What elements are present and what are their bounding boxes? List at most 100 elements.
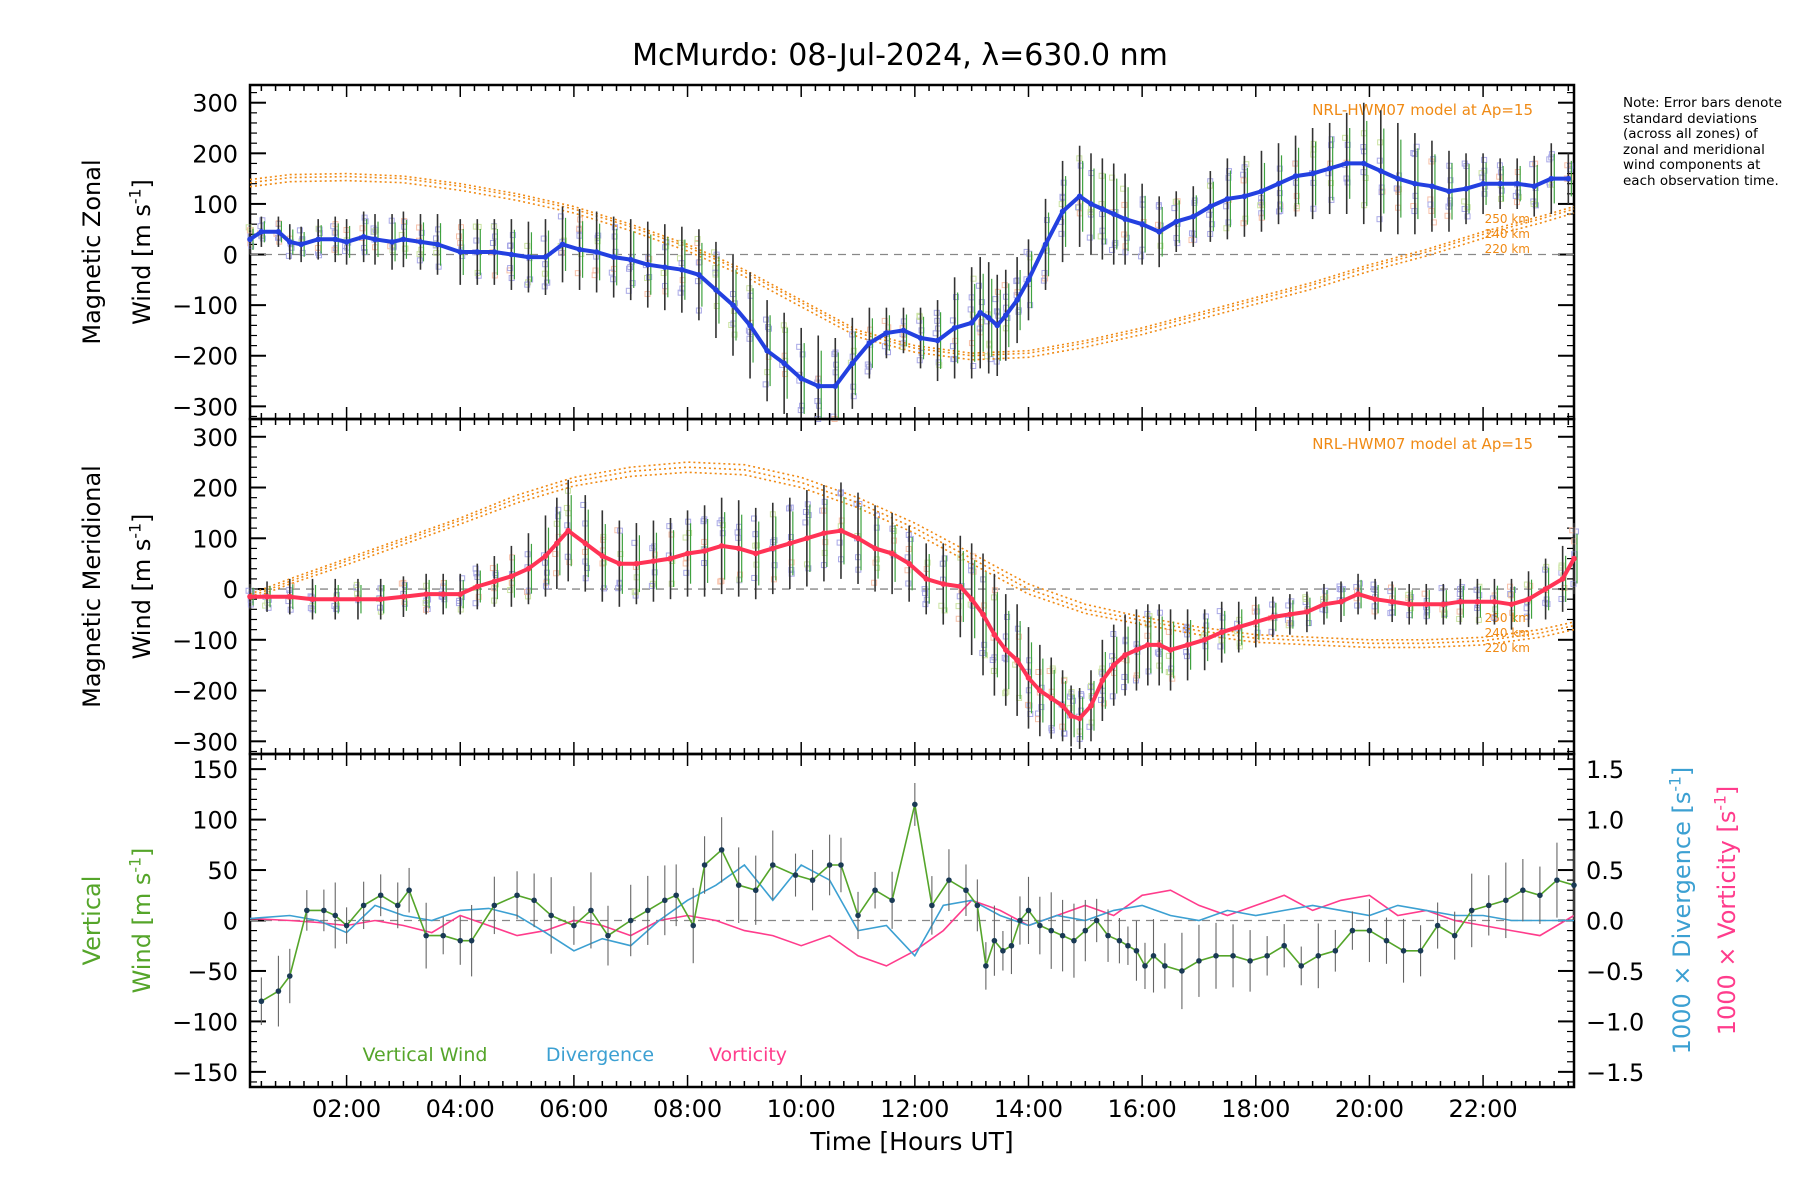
panel-2-y-tick-label: 200: [192, 475, 238, 503]
panel-2-zone-sample: [1507, 583, 1514, 590]
panel-2-zone-sample: [354, 590, 361, 597]
panel-2-zone-sample: [1109, 693, 1116, 700]
panel-3-vertical-wind-point: [258, 998, 265, 1005]
panel-2-zone-sample: [287, 606, 294, 613]
panel-1-data-point: [434, 241, 441, 248]
panel-3-vertical-wind-point: [1162, 963, 1168, 969]
panel-2-zone-sample: [1061, 677, 1068, 684]
panel-3-vertical-wind-point: [457, 937, 464, 944]
panel-1-data-point: [1025, 277, 1032, 283]
panel-1-data-point: [1343, 160, 1350, 167]
panel-2-zone-sample: [507, 587, 514, 594]
panel-2-data-point: [1025, 675, 1032, 681]
panel-3-vertical-wind-point: [571, 922, 577, 929]
panel-2-data-point: [554, 540, 560, 547]
panel-2-zone-sample: [1078, 691, 1085, 698]
panel-1-zone-sample: [1121, 231, 1128, 238]
panel-3-vertical-wind-point: [1017, 917, 1023, 924]
panel-2-zone-sample: [871, 579, 878, 586]
panel-3-vertical-wind-point: [1264, 953, 1270, 959]
panel-3-vertical-wind-point: [1537, 892, 1543, 899]
panel-2-data-point: [1542, 586, 1549, 592]
panel-2-zone-sample: [1202, 613, 1209, 620]
panel-3-vertical-wind-point: [321, 907, 327, 914]
panel-2-data-point: [1389, 598, 1395, 605]
panel-1-data-point: [1497, 180, 1503, 187]
panel-1-zone-sample: [1276, 165, 1283, 172]
panel-1-data-point: [764, 347, 770, 354]
panel-3-vertical-wind-point: [1179, 968, 1185, 974]
panel-2-data-point: [1287, 611, 1293, 618]
x-tick-label: 04:00: [426, 1095, 495, 1123]
panel-2-data-point: [991, 631, 998, 638]
panel-1-zone-sample: [432, 235, 439, 242]
panel-1-data-point: [258, 228, 265, 235]
panel-2-zone-sample: [1336, 586, 1343, 593]
panel-2-data-point: [1338, 598, 1344, 605]
panel-1-data-point: [315, 236, 321, 243]
panel-1-data-point: [1309, 170, 1316, 177]
panel-1-zone-sample: [316, 252, 323, 259]
panel-2-zone-sample: [555, 513, 562, 520]
panel-1-zone-sample: [949, 343, 956, 350]
panel-3-vertical-wind-point: [1281, 942, 1287, 949]
panel-1-data-point: [985, 314, 992, 321]
panel-1-zone-sample: [509, 232, 516, 239]
panel-1-data-point: [1002, 312, 1009, 319]
panel-1-zone-sample: [1327, 180, 1334, 187]
panel-1-data-point: [372, 236, 378, 243]
panel-1-zone-sample: [731, 331, 738, 338]
panel-1-data-point: [866, 340, 873, 346]
panel-2-zone-sample: [473, 570, 480, 577]
panel-2-zone-sample: [1217, 643, 1224, 650]
panel-1-zone-sample: [299, 249, 306, 256]
panel-1-y-tick-label: −300: [172, 393, 238, 421]
panel-3-vertical-wind-point: [332, 912, 339, 919]
panel-1-zone-sample: [1097, 233, 1104, 240]
panel-1-y-tick-label: 0: [223, 242, 238, 270]
panel-2-zone-sample: [651, 569, 658, 576]
panel-3-vertical-wind-point: [491, 902, 498, 909]
panel-2-data-point: [423, 591, 429, 597]
panel-1-zone-sample: [1223, 203, 1230, 210]
panel-1-data-point: [542, 254, 549, 260]
panel-3-vertical-wind-point: [1133, 947, 1140, 954]
panel-2-model-alt-label: 240 km: [1485, 626, 1530, 640]
panel-2-zone-sample: [955, 615, 962, 622]
panel-1-data-point: [798, 375, 804, 382]
panel-2-data-point: [1122, 652, 1128, 658]
panel-3-y-right-tick-label: 0.5: [1586, 857, 1624, 885]
panel-1-data-point: [1139, 221, 1145, 227]
panel-3-vertical-wind-point: [1468, 907, 1475, 914]
panel-2-data-point: [457, 591, 464, 597]
panel-1-data-point: [275, 228, 282, 235]
x-tick-label: 08:00: [653, 1095, 722, 1123]
panel-2-data-point: [684, 550, 691, 557]
panel-3-vertical-wind-point: [1213, 953, 1219, 959]
panel-2-data-point: [1440, 601, 1447, 608]
panel-2-data-point: [1491, 598, 1498, 605]
panel-2-zone-sample: [804, 501, 811, 508]
panel-1-zone-sample: [1447, 177, 1454, 184]
panel-3-y-right-tick-label: −0.5: [1586, 958, 1644, 986]
panel-2-data-point: [332, 596, 339, 602]
panel-1-zone-sample: [361, 214, 368, 221]
panel-1-zone-sample: [677, 289, 684, 296]
panel-2-data-point: [525, 565, 532, 572]
panel-2-zone-sample: [1123, 657, 1130, 664]
panel-2-data-point: [599, 553, 606, 559]
panel-1-data-point: [491, 249, 498, 255]
panel-3-vertical-wind-point: [377, 892, 384, 899]
x-tick-label: 12:00: [880, 1095, 949, 1123]
panel-2-zone-sample: [1203, 622, 1210, 629]
panel-3-vertical-wind-point: [531, 897, 537, 904]
panel-3-vertical-wind-point: [286, 973, 293, 979]
panel-1-data-point: [832, 383, 839, 389]
panel-1-zone-sample: [814, 398, 821, 405]
panel-1-zone-sample: [953, 294, 960, 301]
panel-3-vertical-wind-point: [394, 902, 401, 909]
panel-3-y-tick-label: 0: [223, 908, 238, 936]
panel-2-data-point: [474, 583, 481, 590]
panel-1-zone-sample: [1225, 174, 1232, 181]
panel-1-y-tick-label: 200: [192, 140, 238, 168]
